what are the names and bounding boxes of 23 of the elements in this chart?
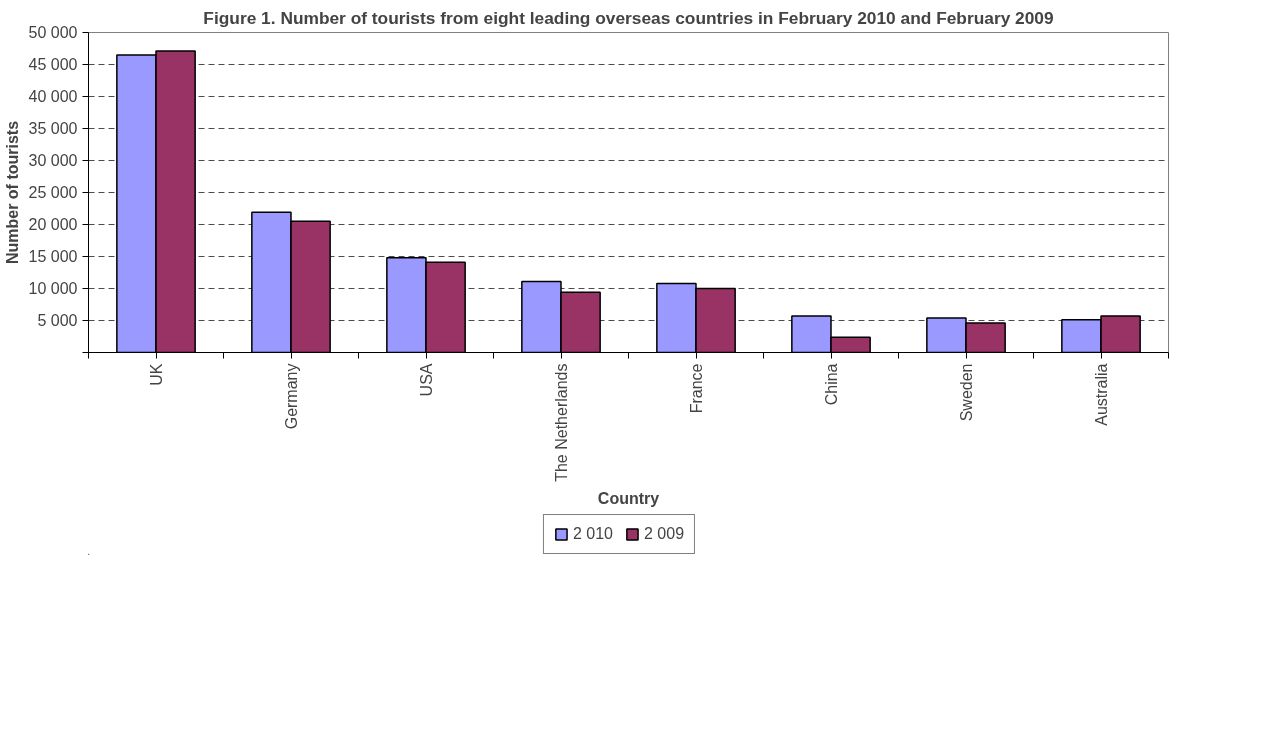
x-tick-label: The Netherlands [552, 363, 570, 482]
y-tick-label: 40 000 [28, 88, 78, 105]
y-tick-label: 25 000 [28, 184, 78, 201]
legend-label: 2 010 [572, 525, 613, 543]
y-tick-label: 35 000 [28, 120, 78, 137]
x-tick-label: Germany [282, 363, 300, 430]
chart-title: Figure 1. Number of tourists from eight leading overseas countries in February 2010 and February 2009 [203, 7, 1054, 28]
y-tick-label: 10 000 [28, 280, 78, 297]
x-tick-label: USA [417, 363, 435, 397]
y-tick-label: 15 000 [28, 248, 78, 265]
x-tick-label: France [687, 363, 705, 414]
x-tick-label: Australia [1092, 363, 1110, 426]
y-tick-label: 5 000 [37, 312, 78, 329]
x-tick-label: China [822, 363, 840, 406]
y-axis-title: Number of tourists [3, 120, 21, 265]
x-tick-label: UK [147, 363, 165, 386]
y-tick-label: 50 000 [28, 24, 78, 41]
legend-label: 2 009 [644, 525, 685, 543]
y-tick-label: 30 000 [28, 152, 78, 169]
y-tick-label: 45 000 [28, 56, 78, 73]
y-tick-label: 20 000 [28, 216, 78, 233]
x-tick-label: Sweden [957, 363, 975, 422]
x-axis-title: Country [597, 489, 660, 507]
